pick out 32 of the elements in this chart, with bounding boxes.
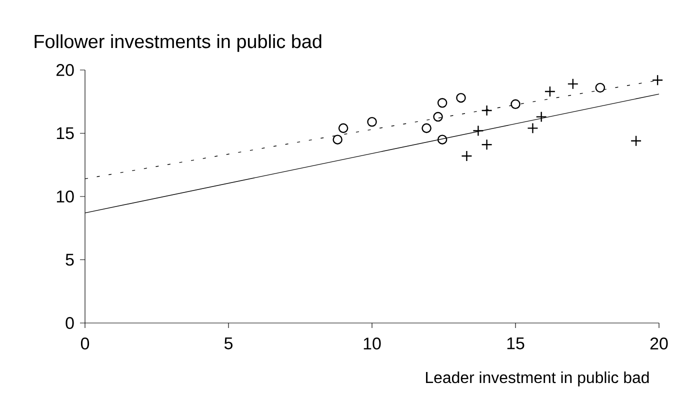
point xyxy=(544,86,556,98)
y-tick-label: 0 xyxy=(66,317,74,329)
point xyxy=(461,150,472,162)
point xyxy=(433,112,443,122)
point xyxy=(338,123,348,134)
point xyxy=(536,111,547,122)
point xyxy=(422,123,432,134)
point xyxy=(472,125,484,136)
x-tick-label: 20 xyxy=(650,338,668,350)
point xyxy=(595,82,606,93)
point xyxy=(367,116,377,127)
point xyxy=(481,139,492,150)
point xyxy=(510,99,520,110)
x-tick-label: 5 xyxy=(224,338,232,350)
point xyxy=(652,74,664,86)
point xyxy=(456,92,466,103)
y-tick-label: 10 xyxy=(56,190,74,202)
point xyxy=(481,104,492,116)
point xyxy=(527,122,538,134)
point xyxy=(437,98,448,108)
y-tick-label: 15 xyxy=(56,127,74,140)
point xyxy=(567,78,578,90)
chart-title: Follower investments in public bad xyxy=(34,34,322,52)
point xyxy=(332,134,342,144)
point xyxy=(630,135,642,146)
x-tick-label: 15 xyxy=(507,338,524,350)
x-axis-title: Leader investment in public bad xyxy=(426,371,649,386)
y-tick-label: 20 xyxy=(56,64,74,76)
y-tick-label: 5 xyxy=(66,254,74,266)
x-tick-label: 10 xyxy=(364,338,381,350)
point xyxy=(437,134,448,144)
x-tick-label: 0 xyxy=(80,338,90,350)
